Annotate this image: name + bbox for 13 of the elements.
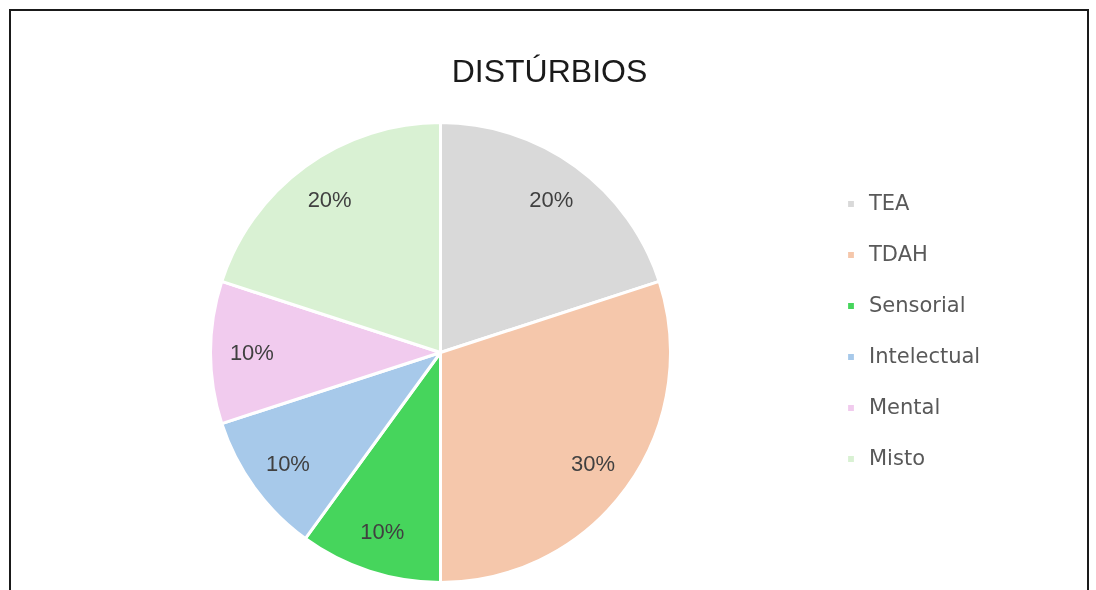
legend-label: Misto	[869, 446, 925, 470]
legend-label: TDAH	[869, 242, 928, 266]
chart-title: DISTÚRBIOS	[451, 53, 648, 89]
legend-label: Mental	[869, 395, 941, 419]
legend-label: Intelectual	[869, 344, 981, 368]
data-label: 20%	[307, 187, 352, 213]
data-label: 10%	[360, 519, 405, 545]
data-label: 20%	[529, 187, 574, 213]
data-label: 10%	[229, 340, 274, 365]
data-label: 10%	[265, 450, 310, 476]
legend-label: TEA	[869, 191, 910, 215]
data-label: 30%	[571, 450, 616, 476]
legend-label: Sensorial	[869, 293, 966, 317]
